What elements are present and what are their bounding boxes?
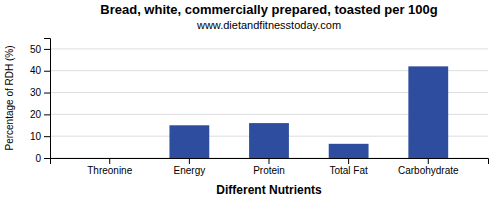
tick-mark (44, 158, 50, 159)
tick-label: Carbohydrate (398, 165, 459, 176)
grid-line (50, 48, 488, 49)
tick-label: Energy (174, 165, 206, 176)
tick-mark (44, 71, 50, 72)
axis-line (51, 159, 489, 165)
tick-label: 50 (30, 44, 42, 55)
tick-mark (44, 136, 50, 137)
bar (329, 144, 369, 158)
tick-mark (44, 93, 50, 94)
tick-mark (44, 49, 50, 50)
grid (50, 49, 488, 158)
y-tick: 50 (30, 44, 50, 55)
y-tick: 20 (30, 109, 50, 120)
bar (249, 123, 289, 158)
tick-label: Total Fat (329, 165, 368, 176)
y-tick: 10 (30, 131, 50, 142)
bar (408, 66, 448, 158)
tick-mark (348, 158, 349, 164)
tick-label: Threonine (87, 165, 132, 176)
y-axis: 0 10 20 30 40 50 (30, 39, 51, 164)
tick-mark (109, 158, 110, 164)
y-tick: 30 (30, 87, 50, 98)
tick-label: 30 (30, 87, 42, 98)
tick-mark (189, 158, 190, 164)
tick-label: 40 (30, 65, 42, 76)
plot-area: Threonine Energy Protein Total Fat Carbohydr… (30, 39, 489, 177)
x-tick: Protein (253, 158, 285, 176)
y-tick: 0 (35, 153, 50, 164)
y-tick: 40 (30, 65, 50, 76)
tick-label: 0 (35, 153, 41, 164)
y-axis-title: Percentage of RDH (%) (4, 45, 15, 150)
bars (169, 66, 448, 158)
title: Bread, white, commercially prepared, toa… (100, 2, 437, 17)
x-tick: Threonine (87, 158, 132, 176)
x-tick: Energy (174, 158, 206, 176)
subtitle: www.dietandfitnesstoday.com (196, 19, 341, 31)
x-tick: Total Fat (329, 158, 368, 176)
tick-mark (428, 158, 429, 164)
x-tick: Carbohydrate (398, 158, 459, 176)
chart: Threonine Energy Protein Total Fat Carbohydr… (0, 0, 500, 200)
tick-label: 20 (30, 109, 42, 120)
tick-mark (44, 114, 50, 115)
tick-mark (269, 158, 270, 164)
tick-label: Protein (253, 165, 285, 176)
bar (169, 125, 209, 158)
tick-label: 10 (30, 131, 42, 142)
x-axis-title: Different Nutrients (216, 183, 322, 197)
axis-line (44, 39, 51, 159)
bar (90, 158, 130, 159)
x-axis: Threonine Energy Protein Total Fat Carbohydr… (51, 158, 489, 176)
